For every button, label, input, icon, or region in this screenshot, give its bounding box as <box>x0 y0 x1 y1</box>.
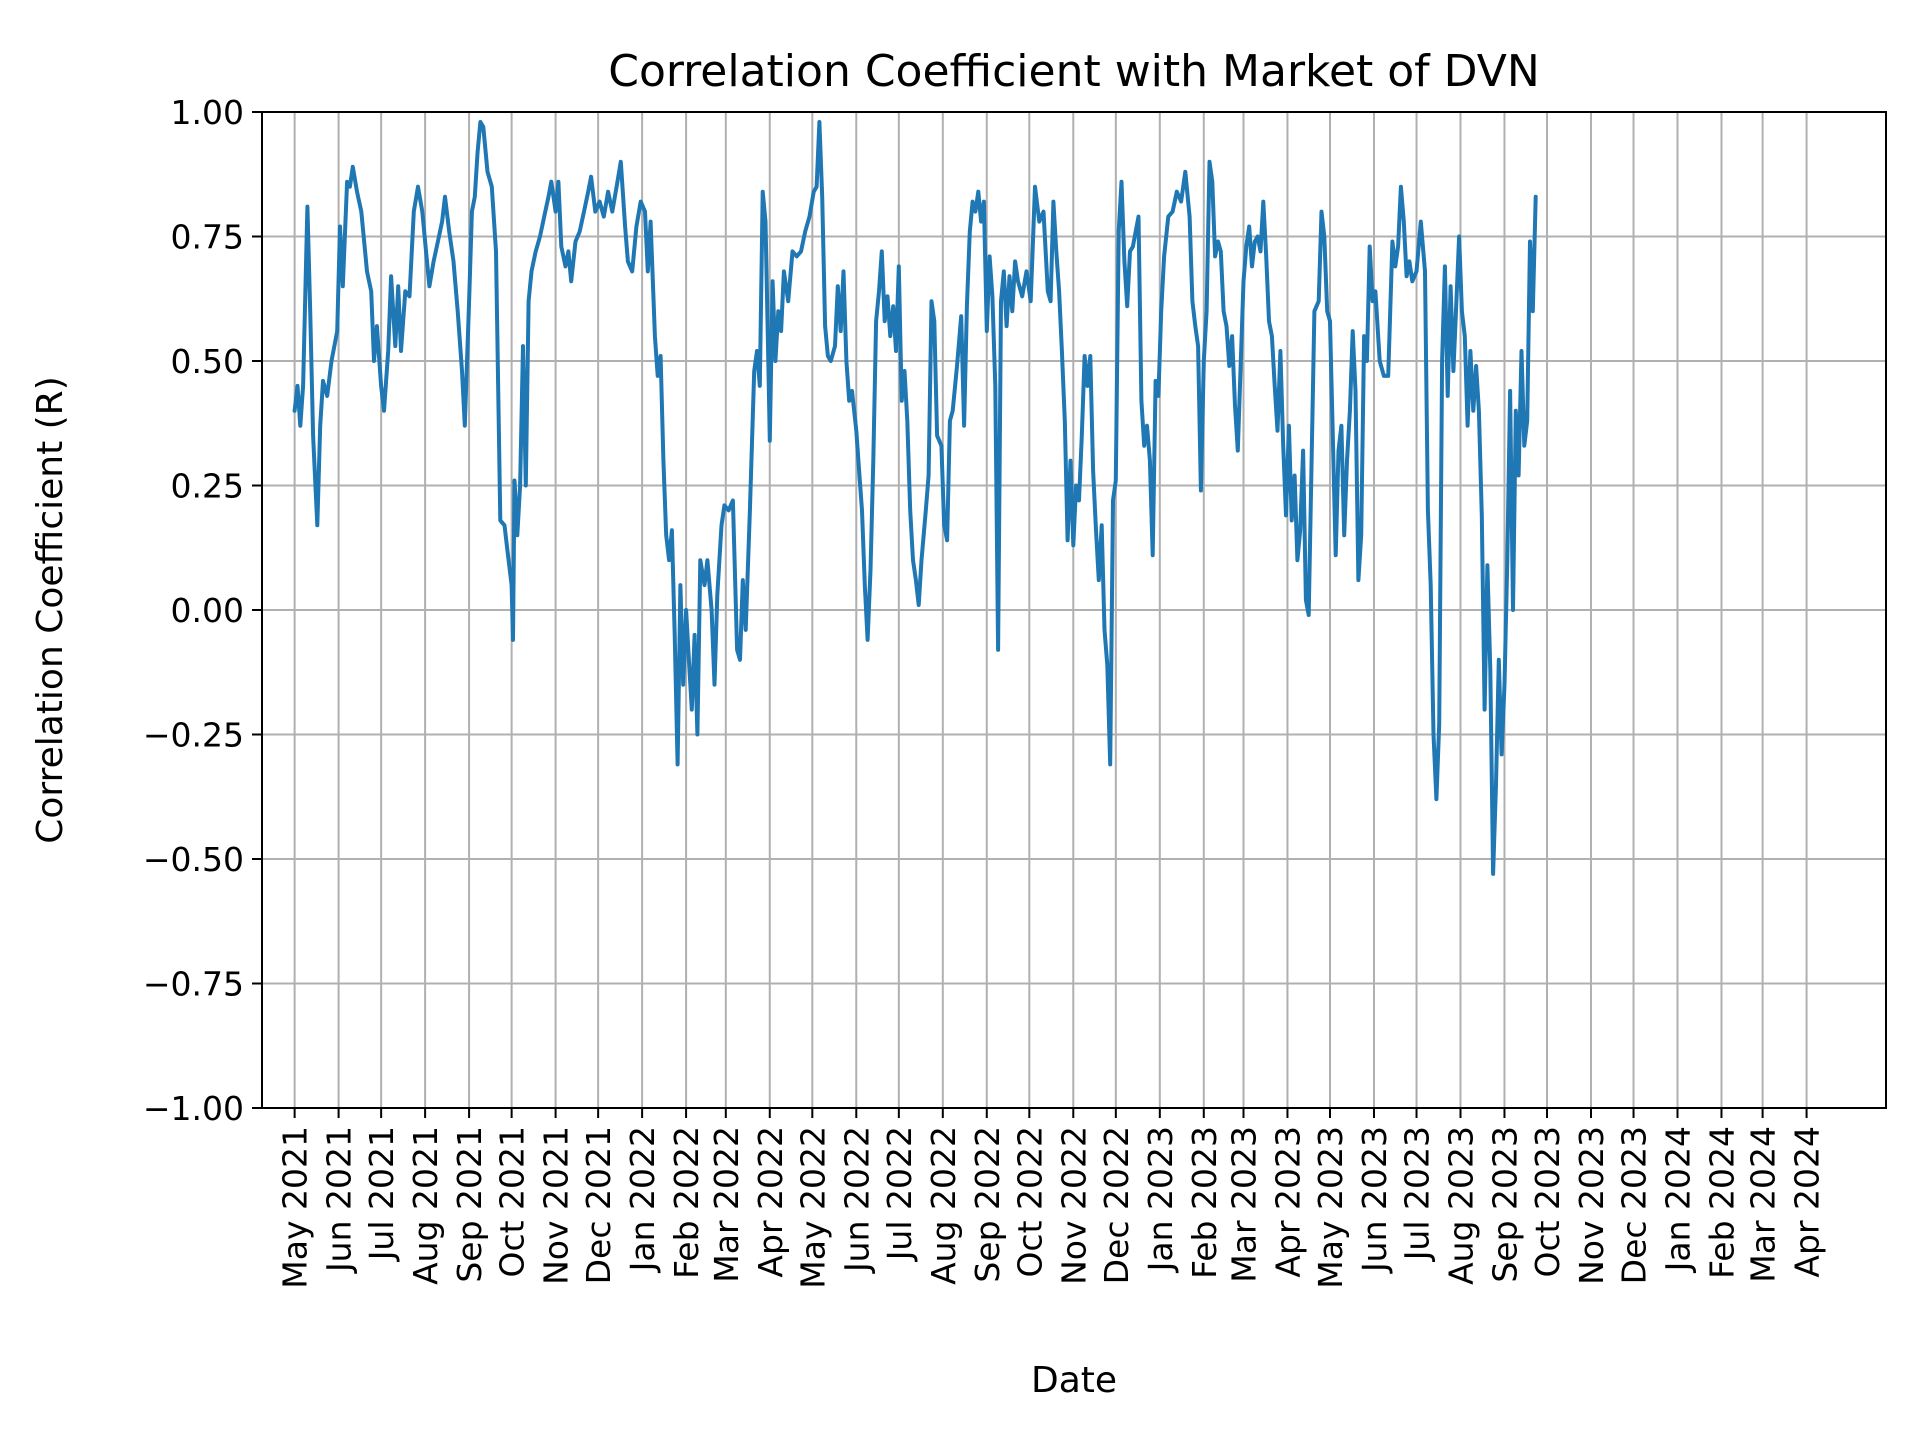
series-line <box>292 120 1538 876</box>
x-tick-label: Jan 2022 <box>623 1126 662 1273</box>
x-tick-label: Sep 2021 <box>450 1126 489 1283</box>
y-tick-label: −0.75 <box>143 965 244 1004</box>
x-tick-label: Oct 2022 <box>1010 1126 1049 1278</box>
y-axis-ticks: −1.00 −0.75 −0.50 −0.25 0.00 0.25 0.50 0.75 1.00 <box>143 93 262 1128</box>
x-tick-label: May 2021 <box>276 1126 315 1289</box>
x-tick-label: Aug 2023 <box>1441 1126 1480 1285</box>
grid <box>262 111 1886 1109</box>
y-tick-label: 0.50 <box>171 342 244 381</box>
series-layer <box>292 120 1538 876</box>
y-tick-label: −1.00 <box>143 1089 244 1128</box>
y-tick-label: 0.75 <box>171 218 244 257</box>
x-tick-label: Nov 2023 <box>1572 1126 1611 1285</box>
y-tick-label: −0.25 <box>143 716 244 755</box>
x-tick-label: May 2022 <box>793 1126 832 1289</box>
x-tick-label: Mar 2023 <box>1224 1126 1263 1283</box>
x-tick-label: Jul 2022 <box>880 1126 919 1262</box>
x-tick-label: Apr 2024 <box>1788 1126 1827 1278</box>
x-tick-label: Aug 2022 <box>924 1126 963 1285</box>
x-tick-label: May 2023 <box>1311 1126 1350 1289</box>
x-tick-label: Sep 2023 <box>1485 1126 1524 1283</box>
x-tick-label: Nov 2022 <box>1054 1126 1093 1285</box>
x-tick-label: Jan 2023 <box>1141 1126 1180 1273</box>
y-tick-label: 0.00 <box>171 591 244 630</box>
x-tick-label: Nov 2021 <box>537 1126 576 1285</box>
y-axis-label: Correlation Coefficient (R) <box>30 376 71 844</box>
x-axis-ticks: May 2021 Jun 2021 Jul 2021 Aug 2021 Sep 2021… <box>276 1108 1827 1289</box>
x-tick-label: Dec 2022 <box>1097 1126 1136 1284</box>
x-tick-label: Feb 2022 <box>667 1126 706 1279</box>
x-tick-label: Apr 2023 <box>1268 1126 1307 1278</box>
x-tick-label: Dec 2023 <box>1615 1126 1654 1284</box>
x-axis-label: Date <box>1031 1360 1117 1401</box>
x-tick-label: Jul 2021 <box>362 1126 401 1262</box>
x-tick-label: Jul 2023 <box>1398 1126 1437 1262</box>
x-tick-label: Jan 2024 <box>1659 1126 1698 1273</box>
x-tick-label: Oct 2023 <box>1528 1126 1567 1278</box>
x-tick-label: Jun 2021 <box>320 1126 359 1274</box>
x-tick-label: Jun 2023 <box>1355 1126 1394 1274</box>
x-tick-label: Dec 2021 <box>579 1126 618 1284</box>
y-tick-label: 1.00 <box>171 93 244 132</box>
x-tick-label: Mar 2022 <box>707 1126 746 1283</box>
x-tick-label: Feb 2023 <box>1185 1126 1224 1279</box>
x-tick-label: Mar 2024 <box>1744 1126 1783 1283</box>
x-tick-label: Jun 2022 <box>837 1126 876 1274</box>
x-tick-label: Oct 2021 <box>493 1126 532 1278</box>
chart-title: Correlation Coefficient with Market of D… <box>608 46 1540 97</box>
x-tick-label: Aug 2021 <box>406 1126 445 1285</box>
x-tick-label: Sep 2022 <box>968 1126 1007 1283</box>
y-tick-label: 0.25 <box>171 467 244 506</box>
y-tick-label: −0.50 <box>143 840 244 879</box>
x-tick-label: Apr 2022 <box>751 1126 790 1278</box>
x-tick-label: Feb 2024 <box>1702 1126 1741 1279</box>
